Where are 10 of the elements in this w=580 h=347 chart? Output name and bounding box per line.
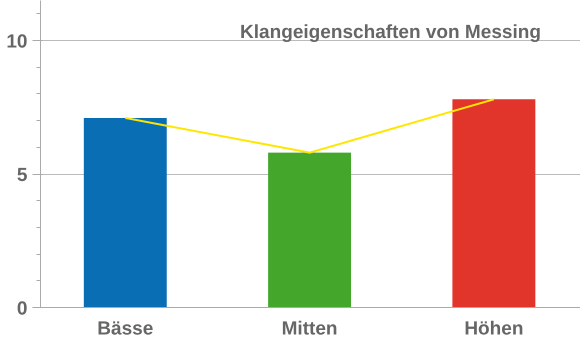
y-tick-label: 0 [16,298,28,320]
bar [268,152,352,308]
x-tick-label: Höhen [464,318,524,340]
bar [452,99,536,308]
y-tick-label: 5 [16,165,28,186]
bar [84,118,167,308]
x-tick-label: Mitten [282,318,338,340]
x-tick-label: Bässe [97,318,154,340]
text: Klangeigenschaften von Messing [240,22,541,43]
y-tick-label: 10 [6,32,28,53]
